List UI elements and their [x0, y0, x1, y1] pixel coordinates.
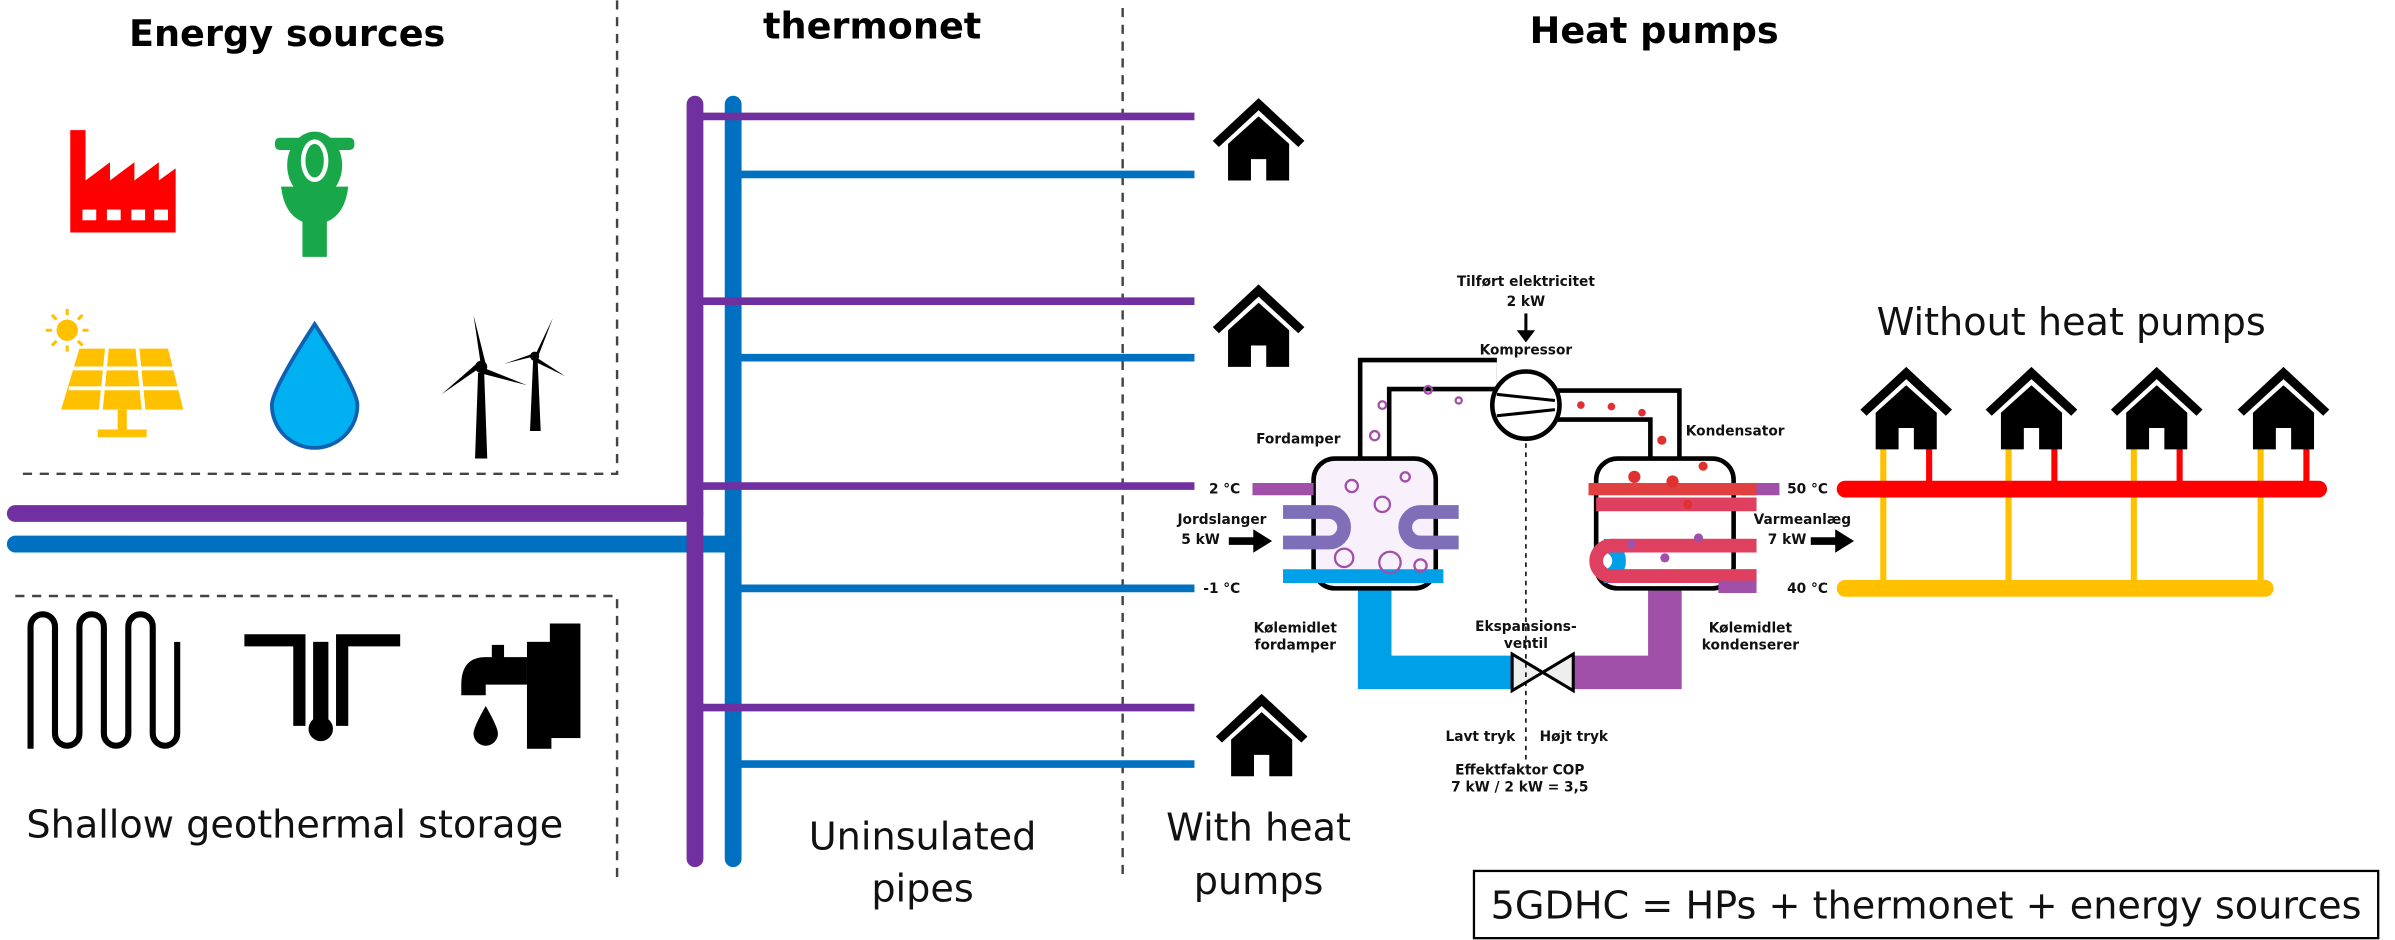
formula: 5GDHC = HPs + thermonet + energy sources: [1491, 884, 2362, 928]
hp-label: Kølemidlet: [1254, 621, 1338, 637]
caption: Without heat pumps: [1877, 301, 2266, 345]
formula-box: [1472, 869, 2380, 940]
caption: Uninsulated: [809, 816, 1037, 860]
district-pipes: [1836, 424, 2328, 597]
borehole-icon: [244, 634, 401, 742]
hp-label: 7 kW: [1768, 532, 1807, 548]
hp-label: 40 °C: [1787, 581, 1828, 597]
hp-label: Varmeanlæg: [1754, 512, 1852, 528]
hp-label: -1 °C: [1203, 581, 1240, 597]
heat-pump-schematic: [1228, 313, 1855, 765]
wind-icon: [441, 314, 566, 459]
heat-pump-labels: Tilført elektricitet 2 kW Kompressor For…: [1176, 274, 1851, 796]
hp-label: 2 kW: [1507, 294, 1546, 310]
caption: pipes: [871, 867, 973, 911]
tap-icon: [461, 623, 581, 749]
coil-icon: [27, 611, 181, 749]
house-icon: [1985, 366, 2078, 450]
branch-pipes: [694, 112, 1195, 768]
hp-label: Effektfaktor COP: [1455, 763, 1584, 779]
hp-label: 7 kW / 2 kW = 3,5: [1451, 780, 1588, 796]
house-icon: [2237, 366, 2330, 450]
hp-label: Kølemidlet: [1709, 621, 1793, 637]
hp-label: ventil: [1504, 636, 1548, 652]
section-title: thermonet: [763, 5, 981, 48]
hp-label: 5 kW: [1181, 532, 1220, 548]
toilet-icon: [274, 131, 355, 257]
hp-label: Fordamper: [1256, 431, 1341, 447]
hp-label: 50 °C: [1787, 482, 1828, 498]
house-icon: [1860, 366, 1953, 450]
hp-label: Jordslanger: [1176, 512, 1266, 528]
hp-label: Ekspansions-: [1475, 619, 1577, 635]
house-icon: [2110, 366, 2203, 450]
house-icon: [1215, 693, 1308, 777]
hp-label: kondenserer: [1702, 637, 1799, 653]
house-icon: [1212, 284, 1305, 367]
caption: With heat: [1166, 806, 1351, 850]
hp-label: fordamper: [1254, 637, 1336, 653]
section-title: Heat pumps: [1530, 9, 1779, 52]
main-pipes: [6, 95, 742, 868]
hp-label: Kondensator: [1686, 424, 1785, 440]
factory-icon: [70, 130, 176, 233]
hp-label: Kompressor: [1480, 343, 1573, 359]
caption: pumps: [1194, 860, 1324, 904]
separators: [15, 0, 1124, 884]
section-title: Energy sources: [129, 12, 445, 55]
hp-label: Tilført elektricitet: [1457, 274, 1596, 290]
hp-label: Højt tryk: [1540, 729, 1609, 745]
solar-icon: [45, 308, 184, 438]
water-icon: [269, 320, 360, 450]
hp-label: Lavt tryk: [1445, 729, 1516, 745]
caption: Shallow geothermal storage: [26, 803, 563, 847]
hp-label: 2 °C: [1209, 482, 1240, 498]
house-icon: [1212, 98, 1305, 181]
